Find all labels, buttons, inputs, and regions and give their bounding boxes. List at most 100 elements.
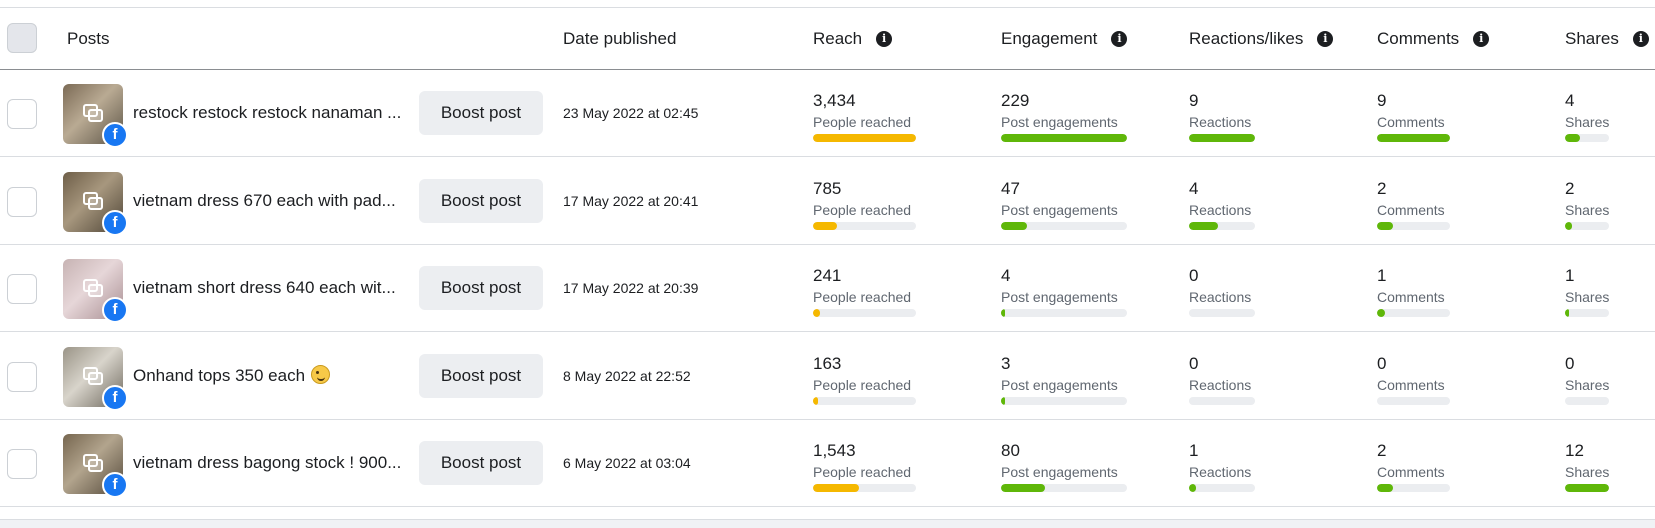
boost-post-button[interactable]: Boost post <box>419 179 543 223</box>
reach-label: People reached <box>813 202 912 218</box>
comments-metric: 0 Comments <box>1377 354 1450 405</box>
engagement-progress-bar <box>1001 484 1127 492</box>
engagement-progress-fill <box>1001 222 1028 230</box>
column-header-posts[interactable]: Posts <box>67 26 110 52</box>
post-text[interactable]: restock restock restock nanaman ... <box>133 101 410 125</box>
engagement-value: 4 <box>1001 266 1011 285</box>
shares-label: Shares <box>1565 289 1610 305</box>
engagement-value: 229 <box>1001 91 1030 110</box>
reach-label: People reached <box>813 114 912 130</box>
comments-metric: 2 Comments <box>1377 179 1450 230</box>
row-checkbox[interactable] <box>7 274 37 304</box>
comments-label: Comments <box>1377 202 1445 218</box>
engagement-progress-fill <box>1001 309 1005 317</box>
shares-label: Shares <box>1565 464 1610 480</box>
info-icon[interactable]: i <box>876 31 893 47</box>
reach-progress-bar <box>813 134 916 142</box>
column-header-reactions[interactable]: Reactions/likes i <box>1189 26 1334 52</box>
reactions-progress-fill <box>1189 134 1255 142</box>
row-divider <box>0 506 1655 507</box>
multiple-photos-icon <box>83 367 105 387</box>
comments-value: 2 <box>1377 179 1387 198</box>
engagement-value: 80 <box>1001 441 1020 460</box>
shares-progress-bar <box>1565 309 1609 317</box>
shares-value: 4 <box>1565 91 1575 110</box>
shares-value: 0 <box>1565 354 1575 373</box>
boost-post-button[interactable]: Boost post <box>419 91 543 135</box>
reactions-progress-bar <box>1189 222 1255 230</box>
post-text[interactable]: vietnam short dress 640 each wit... <box>133 276 410 300</box>
post-text-label: Onhand tops 350 each <box>133 366 306 385</box>
column-header-engagement[interactable]: Engagement i <box>1001 26 1128 52</box>
row-checkbox[interactable] <box>7 362 37 392</box>
table-footer-strip <box>0 519 1655 528</box>
facebook-icon: f <box>102 210 128 236</box>
shares-progress-bar <box>1565 134 1609 142</box>
engagement-progress-bar <box>1001 397 1127 405</box>
facebook-icon: f <box>102 122 128 148</box>
table-row[interactable]: f Onhand tops 350 each Boost post 8 May 202… <box>0 333 1655 420</box>
column-header-posts-label: Posts <box>67 29 110 48</box>
shares-value: 2 <box>1565 179 1575 198</box>
boost-post-button[interactable]: Boost post <box>419 441 543 485</box>
engagement-metric: 4 Post engagements <box>1001 266 1127 317</box>
row-checkbox[interactable] <box>7 99 37 129</box>
info-icon[interactable]: i <box>1473 31 1490 47</box>
table-row[interactable]: f restock restock restock nanaman ... Boos… <box>0 70 1655 157</box>
header-divider <box>0 69 1655 70</box>
multiple-photos-icon <box>83 192 105 212</box>
winking-face-emoji-icon <box>311 365 331 384</box>
column-header-comments[interactable]: Comments i <box>1377 26 1490 52</box>
boost-post-button[interactable]: Boost post <box>419 354 543 398</box>
reach-value: 3,434 <box>813 91 856 110</box>
reactions-metric: 0 Reactions <box>1189 354 1255 405</box>
reach-progress-fill <box>813 397 819 405</box>
reach-value: 785 <box>813 179 842 198</box>
reactions-metric: 9 Reactions <box>1189 91 1255 142</box>
comments-progress-bar <box>1377 134 1450 142</box>
comments-metric: 1 Comments <box>1377 266 1450 317</box>
reach-metric: 163 People reached <box>813 354 916 405</box>
post-text-label: vietnam dress 670 each with pad... <box>133 191 396 210</box>
engagement-metric: 229 Post engagements <box>1001 91 1127 142</box>
engagement-metric: 47 Post engagements <box>1001 179 1127 230</box>
post-thumbnail[interactable] <box>63 259 123 319</box>
multiple-photos-icon <box>83 279 105 299</box>
reactions-metric: 0 Reactions <box>1189 266 1255 317</box>
reach-label: People reached <box>813 377 912 393</box>
reach-value: 241 <box>813 266 842 285</box>
post-text-label: restock restock restock nanaman ... <box>133 103 402 122</box>
post-text[interactable]: Onhand tops 350 each <box>133 364 410 388</box>
column-header-reach[interactable]: Reach i <box>813 26 893 52</box>
column-header-date[interactable]: Date published <box>563 26 676 52</box>
row-checkbox[interactable] <box>7 449 37 479</box>
engagement-progress-bar <box>1001 309 1127 317</box>
shares-progress-fill <box>1565 134 1580 142</box>
boost-post-button[interactable]: Boost post <box>419 266 543 310</box>
comments-metric: 2 Comments <box>1377 441 1450 492</box>
comments-progress-bar <box>1377 222 1450 230</box>
reactions-metric: 1 Reactions <box>1189 441 1255 492</box>
table-row[interactable]: f vietnam dress 670 each with pad... Boost… <box>0 158 1655 245</box>
reach-progress-bar <box>813 309 916 317</box>
column-header-shares[interactable]: Shares i <box>1565 26 1649 52</box>
post-text[interactable]: vietnam dress bagong stock ! 900... <box>133 451 410 475</box>
post-thumbnail[interactable] <box>63 84 123 144</box>
info-icon[interactable]: i <box>1111 31 1128 47</box>
row-divider <box>0 419 1655 420</box>
select-all-checkbox[interactable] <box>7 23 37 53</box>
column-header-reach-label: Reach <box>813 29 863 48</box>
row-divider <box>0 156 1655 157</box>
comments-progress-bar <box>1377 309 1450 317</box>
shares-progress-bar <box>1565 222 1609 230</box>
shares-metric: 12 Shares <box>1565 441 1609 492</box>
table-row[interactable]: f vietnam dress bagong stock ! 900... Boos… <box>0 420 1655 507</box>
info-icon[interactable]: i <box>1317 31 1334 47</box>
reactions-value: 1 <box>1189 441 1199 460</box>
post-text[interactable]: vietnam dress 670 each with pad... <box>133 189 410 213</box>
info-icon[interactable]: i <box>1632 31 1649 47</box>
reactions-label: Reactions <box>1189 114 1252 130</box>
row-checkbox[interactable] <box>7 187 37 217</box>
table-row[interactable]: f vietnam short dress 640 each wit... Boos… <box>0 245 1655 332</box>
shares-progress-fill <box>1565 222 1573 230</box>
